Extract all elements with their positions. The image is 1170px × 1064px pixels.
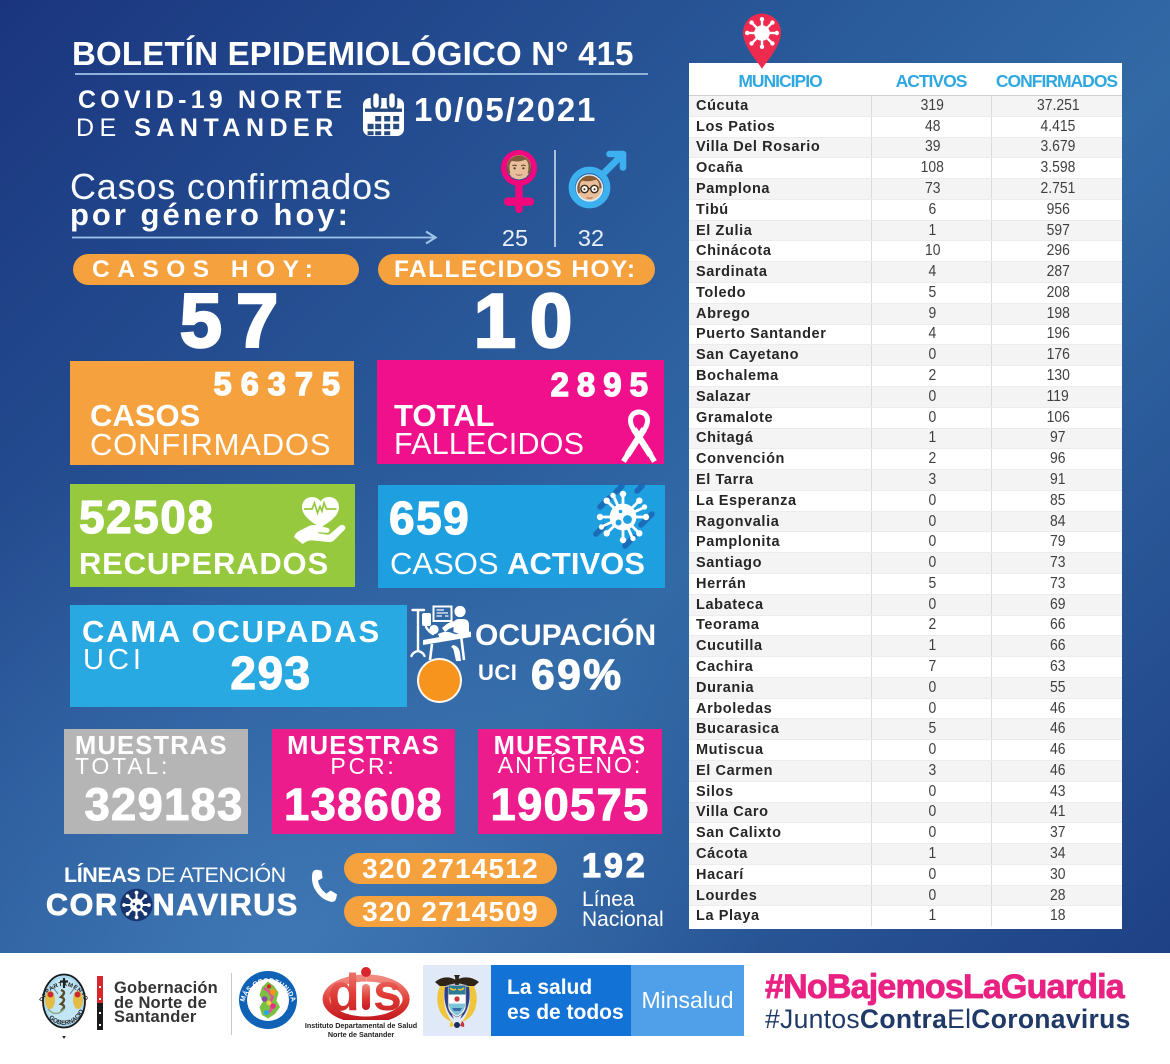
svg-text:s: s	[373, 964, 402, 1020]
svg-text:d: d	[328, 964, 358, 1020]
